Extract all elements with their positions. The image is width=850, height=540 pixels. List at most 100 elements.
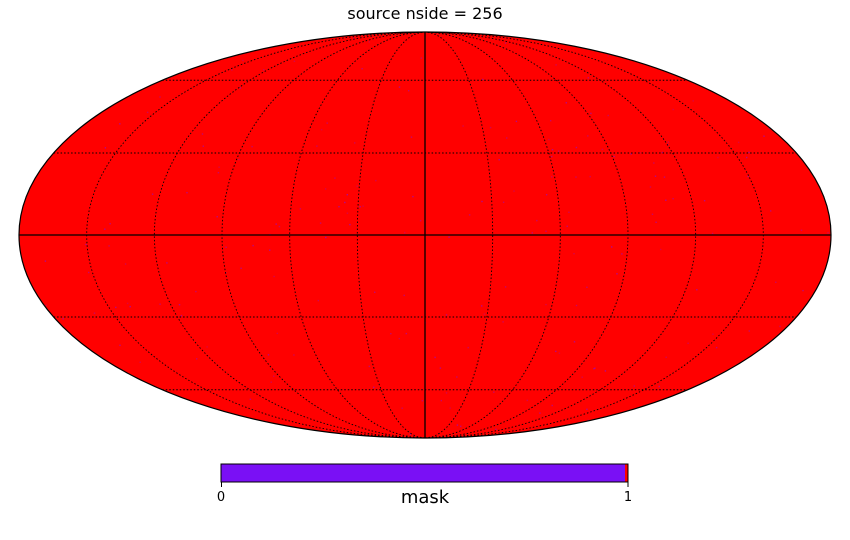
- masked-pixel: [748, 151, 750, 154]
- masked-pixel: [589, 175, 591, 178]
- masked-pixel: [375, 179, 377, 182]
- masked-pixel: [409, 433, 411, 435]
- masked-pixel: [317, 299, 319, 302]
- masked-pixel: [548, 138, 550, 141]
- masked-pixel: [489, 126, 492, 129]
- masked-pixel: [555, 350, 557, 353]
- masked-pixel: [747, 175, 749, 178]
- masked-pixel: [334, 177, 336, 179]
- masked-pixel: [573, 253, 575, 255]
- masked-pixel: [44, 260, 47, 262]
- masked-pixel: [613, 155, 615, 158]
- masked-pixel: [439, 367, 442, 369]
- masked-pixel: [558, 352, 561, 354]
- masked-pixel: [616, 273, 618, 275]
- masked-pixel: [320, 129, 323, 131]
- masked-pixel: [737, 141, 740, 144]
- masked-pixel: [293, 354, 295, 356]
- masked-pixel: [419, 220, 422, 222]
- masked-pixel: [196, 358, 198, 360]
- masked-pixel: [218, 166, 220, 168]
- masked-pixel: [649, 186, 652, 188]
- masked-pixel: [711, 232, 714, 235]
- masked-pixel: [515, 120, 518, 123]
- masked-pixel: [696, 289, 698, 291]
- colorbar: 0 1 mask: [217, 463, 632, 508]
- masked-pixel: [607, 55, 609, 57]
- masked-pixel: [412, 195, 414, 198]
- masked-pixel: [231, 69, 233, 71]
- masked-pixel: [344, 201, 346, 204]
- masked-pixel: [403, 294, 405, 297]
- colorbar-max-segment: [625, 464, 628, 482]
- masked-pixel: [252, 244, 254, 247]
- masked-pixel: [240, 267, 242, 269]
- masked-pixel: [587, 135, 589, 137]
- masked-pixel: [526, 399, 528, 402]
- masked-pixel: [482, 78, 484, 81]
- masked-pixel: [536, 219, 538, 222]
- masked-pixel: [593, 368, 595, 370]
- masked-pixel: [555, 64, 557, 66]
- masked-pixel: [621, 253, 623, 255]
- masked-pixel: [763, 135, 765, 137]
- masked-pixel: [672, 108, 674, 111]
- masked-pixel: [672, 198, 674, 200]
- masked-pixel: [633, 385, 635, 387]
- masked-pixel: [408, 90, 410, 92]
- masked-pixel: [565, 102, 567, 104]
- masked-pixel: [239, 87, 241, 89]
- masked-pixel: [551, 155, 553, 158]
- masked-pixel: [354, 142, 356, 144]
- masked-pixel: [660, 248, 662, 251]
- masked-pixel: [325, 236, 327, 239]
- masked-pixel: [601, 148, 604, 151]
- masked-pixel: [434, 356, 436, 359]
- masked-pixel: [587, 77, 589, 79]
- masked-pixel: [404, 231, 406, 234]
- masked-pixel: [456, 424, 459, 426]
- masked-pixel: [85, 243, 87, 246]
- masked-pixel: [779, 325, 781, 328]
- masked-pixel: [551, 149, 554, 151]
- masked-pixel: [440, 399, 442, 402]
- masked-pixel: [545, 194, 548, 196]
- masked-pixel: [124, 263, 127, 265]
- masked-pixel: [611, 246, 613, 248]
- masked-pixel: [586, 408, 588, 410]
- masked-pixel: [575, 146, 578, 149]
- masked-pixel: [800, 229, 803, 231]
- masked-pixel: [586, 286, 588, 288]
- masked-pixel: [151, 193, 154, 195]
- masked-pixel: [216, 216, 218, 218]
- masked-pixel: [639, 152, 641, 154]
- masked-pixel: [225, 246, 227, 248]
- masked-pixel: [62, 318, 64, 320]
- masked-pixel: [249, 398, 252, 400]
- masked-pixel: [445, 314, 448, 316]
- masked-pixel: [398, 337, 400, 340]
- masked-pixel: [483, 313, 486, 315]
- masked-pixel: [108, 245, 110, 247]
- masked-pixel: [445, 392, 448, 394]
- masked-pixel: [663, 176, 666, 178]
- masked-pixel: [568, 211, 570, 213]
- masked-pixel: [827, 232, 829, 234]
- masked-pixel: [770, 210, 772, 212]
- masked-pixel: [119, 123, 121, 125]
- masked-pixel: [421, 400, 424, 402]
- masked-pixel: [590, 112, 592, 115]
- masked-pixel: [654, 175, 657, 177]
- masked-pixel: [359, 206, 361, 208]
- map-outline: [18, 31, 832, 439]
- masked-pixel: [703, 200, 706, 202]
- masked-pixel: [557, 150, 560, 152]
- masked-pixel: [319, 222, 322, 224]
- masked-pixel: [93, 312, 96, 314]
- masked-pixel: [299, 208, 302, 210]
- masked-pixel: [273, 275, 275, 278]
- masked-pixel: [658, 385, 660, 388]
- masked-pixel: [581, 376, 583, 378]
- masked-pixel: [126, 302, 129, 305]
